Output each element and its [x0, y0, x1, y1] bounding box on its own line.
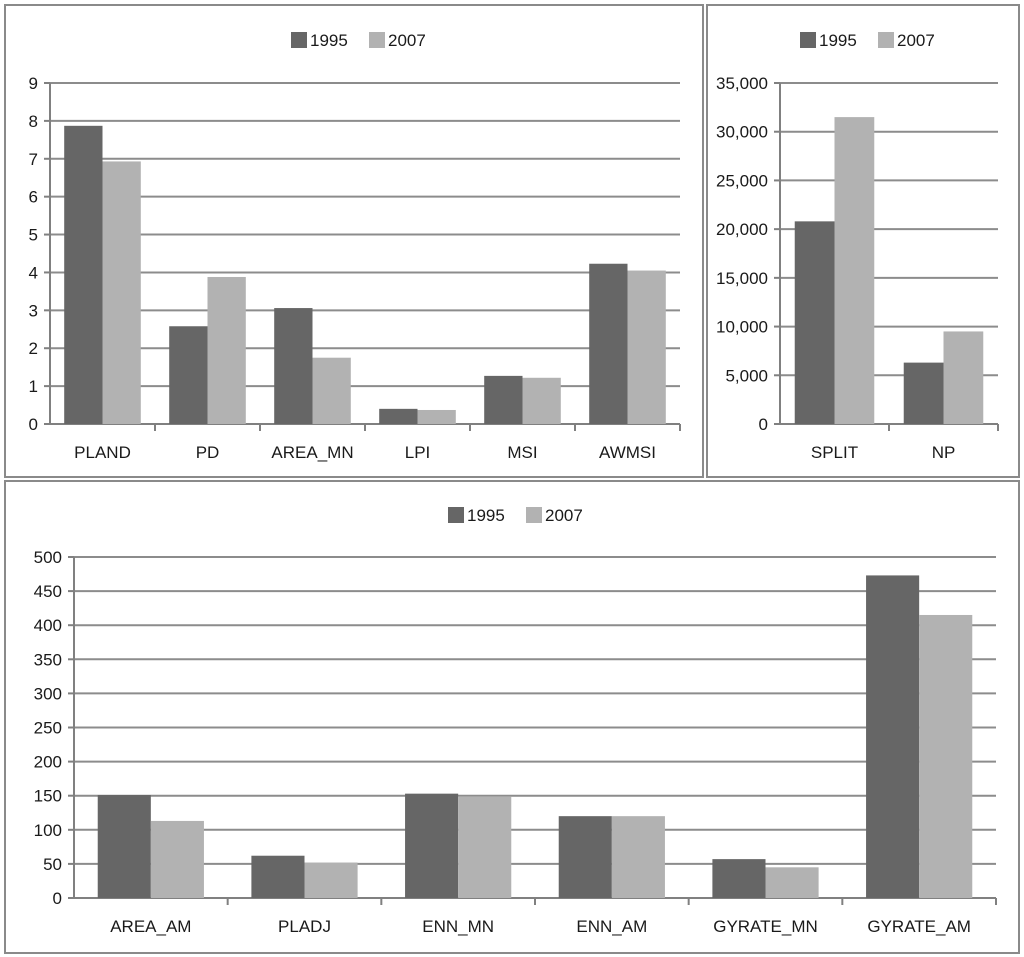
- x-tick-label: PLAND: [74, 443, 131, 462]
- y-tick-label: 0: [29, 415, 38, 434]
- y-tick-label: 150: [34, 787, 62, 806]
- y-tick-label: 15,000: [716, 269, 768, 288]
- bar-1995: [794, 221, 835, 424]
- bar-chart-3: 0 50 100 150 200 250 300 350 400 450 500 AREA_AM PLA…: [34, 506, 997, 936]
- y-tick-label: 350: [34, 650, 62, 669]
- bar-1995: [379, 408, 418, 424]
- y-tick-label: 1: [29, 377, 38, 396]
- x-tick-label: MSI: [507, 443, 537, 462]
- x-tick-label: AREA_AM: [110, 917, 191, 936]
- bar-2007: [765, 867, 819, 898]
- x-tick-label: AWMSI: [599, 443, 656, 462]
- y-tick-label: 50: [43, 855, 62, 874]
- bar-1995: [97, 795, 151, 898]
- chart-panel-split-np: 0 5,000 10,000 15,000 20,000 25,000 30,000 35,0…: [706, 4, 1020, 478]
- y-tick-label: 0: [759, 415, 768, 434]
- legend-swatch-2007: [526, 507, 542, 523]
- bar-1995: [484, 375, 523, 424]
- x-tick-label: LPI: [405, 443, 431, 462]
- y-tick-label: 200: [34, 753, 62, 772]
- bar-chart-2: 0 5,000 10,000 15,000 20,000 25,000 30,000 35,0…: [716, 31, 999, 462]
- legend-swatch-1995: [800, 32, 816, 48]
- legend-label: 2007: [388, 31, 426, 50]
- bar-2007: [304, 862, 358, 898]
- bar-1995: [589, 263, 628, 424]
- x-tick-label: ENN_AM: [576, 917, 647, 936]
- x-tick-label: AREA_MN: [271, 443, 353, 462]
- bar-1995: [712, 859, 766, 898]
- bar-2007: [458, 796, 512, 898]
- bar-1995: [169, 326, 208, 424]
- y-tick-label: 100: [34, 821, 62, 840]
- y-tick-label: 6: [29, 188, 38, 207]
- y-tick-label: 5,000: [725, 366, 768, 385]
- x-tick-label: SPLIT: [811, 443, 858, 462]
- bar-2007: [522, 377, 561, 424]
- bar-2007: [627, 270, 666, 424]
- bar-1995: [251, 855, 305, 898]
- bar-1995: [558, 816, 612, 898]
- legend-swatch-2007: [878, 32, 894, 48]
- chart-panel-area-gyrate: 0 50 100 150 200 250 300 350 400 450 500 AREA_AM PLA…: [4, 480, 1020, 954]
- y-tick-label: 5: [29, 226, 38, 245]
- bar-2007: [611, 816, 665, 898]
- y-tick-label: 450: [34, 582, 62, 601]
- legend-label: 2007: [897, 31, 935, 50]
- bar-chart-1: 0 1 2 3 4 5 6 7 8 9 PLAND PD AREA_MN LPI MSI AWMSI 1995 2…: [29, 31, 681, 462]
- x-tick-label: ENN_MN: [422, 917, 494, 936]
- y-tick-label: 10,000: [716, 318, 768, 337]
- y-tick-label: 30,000: [716, 123, 768, 142]
- legend-label: 1995: [819, 31, 857, 50]
- x-tick-label: GYRATE_AM: [867, 917, 971, 936]
- bar-2007: [943, 331, 984, 424]
- bar-2007: [417, 409, 456, 424]
- y-tick-label: 25,000: [716, 171, 768, 190]
- legend-swatch-1995: [291, 32, 307, 48]
- y-tick-label: 35,000: [716, 74, 768, 93]
- x-tick-label: PD: [196, 443, 220, 462]
- legend-label: 1995: [467, 506, 505, 525]
- bar-1995: [274, 308, 313, 424]
- bar-2007: [102, 161, 141, 424]
- x-tick-label: NP: [932, 443, 956, 462]
- bar-2007: [919, 614, 973, 898]
- x-tick-label: PLADJ: [278, 917, 331, 936]
- legend-label: 1995: [310, 31, 348, 50]
- bar-2007: [150, 820, 204, 898]
- legend-label: 2007: [545, 506, 583, 525]
- bar-2007: [207, 276, 246, 424]
- y-tick-label: 4: [29, 263, 38, 282]
- y-tick-label: 500: [34, 548, 62, 567]
- x-tick-label: GYRATE_MN: [713, 917, 818, 936]
- bar-1995: [903, 362, 944, 424]
- y-tick-label: 400: [34, 616, 62, 635]
- bar-1995: [64, 125, 103, 424]
- bar-2007: [312, 357, 351, 424]
- legend-swatch-1995: [448, 507, 464, 523]
- y-tick-label: 300: [34, 684, 62, 703]
- bar-2007: [834, 117, 875, 424]
- legend-swatch-2007: [369, 32, 385, 48]
- y-tick-label: 20,000: [716, 220, 768, 239]
- y-tick-label: 8: [29, 112, 38, 131]
- chart-panel-landscape-metrics: 0 1 2 3 4 5 6 7 8 9 PLAND PD AREA_MN LPI MSI AWMSI 1995 2…: [4, 4, 704, 478]
- bar-1995: [405, 793, 459, 898]
- y-tick-label: 9: [29, 74, 38, 93]
- y-tick-label: 7: [29, 150, 38, 169]
- y-tick-label: 0: [53, 889, 62, 908]
- y-tick-label: 250: [34, 719, 62, 738]
- y-tick-label: 3: [29, 301, 38, 320]
- bar-1995: [866, 575, 920, 898]
- y-tick-label: 2: [29, 339, 38, 358]
